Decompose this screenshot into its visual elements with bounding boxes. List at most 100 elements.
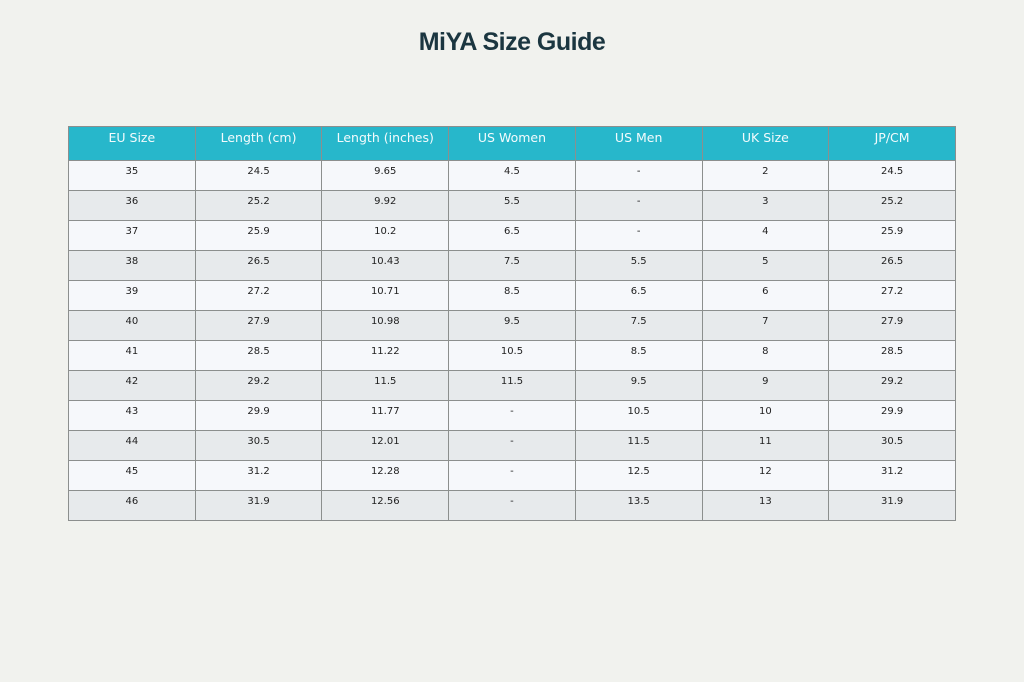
table-cell-us-men: 7.5 <box>574 310 703 341</box>
table-row: 41 28.5 11.22 10.5 8.5 8 28.5 <box>68 340 956 371</box>
table-cell-eu-size: 39 <box>68 280 196 311</box>
table-cell-length-inches: 9.65 <box>321 160 450 191</box>
table-cell-uk-size: 8 <box>701 340 830 371</box>
table-cell-eu-size: 38 <box>68 250 196 281</box>
table-cell-length-inches: 12.56 <box>321 490 450 521</box>
table-cell-length-cm: 31.2 <box>194 460 323 491</box>
table-cell-length-cm: 27.2 <box>194 280 323 311</box>
table-cell-uk-size: 4 <box>701 220 830 251</box>
table-cell-us-women: - <box>448 490 576 521</box>
table-cell-us-women: 11.5 <box>448 370 576 401</box>
table-row: 36 25.2 9.92 5.5-3 25.2 <box>68 190 956 221</box>
table-cell-us-men: - <box>574 220 703 251</box>
table-cell-us-men: 5.5 <box>574 250 703 281</box>
table-cell-us-women: 9.5 <box>448 310 576 341</box>
size-guide-table: EU Size Length (cm) Length (inches) US W… <box>68 126 956 521</box>
table-cell-uk-size: 5 <box>701 250 830 281</box>
table-cell-jp-cm: 24.5 <box>828 160 956 191</box>
table-cell-uk-size: 9 <box>701 370 830 401</box>
table-cell-us-women: - <box>448 460 576 491</box>
table-cell-uk-size: 13 <box>701 490 830 521</box>
column-header-length-inches: Length (inches) <box>321 126 450 161</box>
table-cell-length-inches: 11.22 <box>321 340 450 371</box>
table-cell-uk-size: 6 <box>701 280 830 311</box>
table-cell-jp-cm: 25.2 <box>828 190 956 221</box>
table-cell-us-men: 11.5 <box>574 430 703 461</box>
table-cell-length-cm: 24.5 <box>194 160 323 191</box>
table-row: 40 27.9 10.98 9.5 7.5 7 27.9 <box>68 310 956 341</box>
table-cell-jp-cm: 27.9 <box>828 310 956 341</box>
table-cell-eu-size: 43 <box>68 400 196 431</box>
table-cell-jp-cm: 25.9 <box>828 220 956 251</box>
table-cell-eu-size: 40 <box>68 310 196 341</box>
table-cell-jp-cm: 26.5 <box>828 250 956 281</box>
table-cell-length-inches: 12.28 <box>321 460 450 491</box>
column-header-length-cm: Length (cm) <box>194 126 323 161</box>
table-cell-length-cm: 31.9 <box>194 490 323 521</box>
column-header-us-men: US Men <box>574 126 703 161</box>
table-cell-jp-cm: 28.5 <box>828 340 956 371</box>
table-row: 44 30.5 12.01-11.5 11 30.5 <box>68 430 956 461</box>
table-cell-length-cm: 26.5 <box>194 250 323 281</box>
table-row: 39 27.2 10.71 8.5 6.5 6 27.2 <box>68 280 956 311</box>
table-cell-us-women: - <box>448 400 576 431</box>
table-cell-uk-size: 3 <box>701 190 830 221</box>
column-header-jp-cm: JP/CM <box>828 126 956 161</box>
column-header-eu-size: EU Size <box>68 126 196 161</box>
table-cell-uk-size: 2 <box>701 160 830 191</box>
table-cell-us-women: - <box>448 430 576 461</box>
table-cell-length-inches: 9.92 <box>321 190 450 221</box>
table-cell-length-inches: 10.2 <box>321 220 450 251</box>
table-cell-us-women: 7.5 <box>448 250 576 281</box>
table-cell-length-cm: 25.2 <box>194 190 323 221</box>
table-cell-uk-size: 12 <box>701 460 830 491</box>
page-title: MiYA Size Guide <box>418 28 606 56</box>
table-cell-uk-size: 11 <box>701 430 830 461</box>
table-cell-length-cm: 28.5 <box>194 340 323 371</box>
table-cell-us-men: - <box>574 160 703 191</box>
table-cell-us-men: 8.5 <box>574 340 703 371</box>
table-row: 42 29.2 11.5 11.5 9.5 9 29.2 <box>68 370 956 401</box>
table-cell-uk-size: 10 <box>701 400 830 431</box>
table-cell-us-men: 13.5 <box>574 490 703 521</box>
table-cell-jp-cm: 29.9 <box>828 400 956 431</box>
table-cell-length-inches: 10.98 <box>321 310 450 341</box>
table-cell-eu-size: 44 <box>68 430 196 461</box>
table-cell-eu-size: 36 <box>68 190 196 221</box>
table-cell-jp-cm: 31.9 <box>828 490 956 521</box>
table-cell-length-inches: 11.77 <box>321 400 450 431</box>
column-header-uk-size: UK Size <box>701 126 830 161</box>
table-cell-us-women: 6.5 <box>448 220 576 251</box>
table-row: 45 31.2 12.28-12.5 12 31.2 <box>68 460 956 491</box>
table-cell-us-men: 12.5 <box>574 460 703 491</box>
table-cell-jp-cm: 29.2 <box>828 370 956 401</box>
table-row: 43 29.9 11.77-10.5 10 29.9 <box>68 400 956 431</box>
table-cell-us-men: 9.5 <box>574 370 703 401</box>
table-cell-us-women: 10.5 <box>448 340 576 371</box>
table-cell-us-men: 10.5 <box>574 400 703 431</box>
table-cell-length-cm: 29.9 <box>194 400 323 431</box>
table-cell-length-cm: 25.9 <box>194 220 323 251</box>
table-body: 35 24.5 9.65 4.5-2 24.5 36 25.2 9.92 5.5-3 25.2 37… <box>68 160 956 521</box>
table-cell-eu-size: 42 <box>68 370 196 401</box>
table-cell-eu-size: 46 <box>68 490 196 521</box>
table-cell-eu-size: 41 <box>68 340 196 371</box>
table-cell-us-women: 4.5 <box>448 160 576 191</box>
table-cell-eu-size: 37 <box>68 220 196 251</box>
table-cell-length-cm: 29.2 <box>194 370 323 401</box>
table-cell-uk-size: 7 <box>701 310 830 341</box>
table-cell-us-men: 6.5 <box>574 280 703 311</box>
table-cell-jp-cm: 31.2 <box>828 460 956 491</box>
table-cell-length-cm: 27.9 <box>194 310 323 341</box>
table-cell-us-women: 8.5 <box>448 280 576 311</box>
table-cell-us-men: - <box>574 190 703 221</box>
table-row: 46 31.9 12.56-13.5 13 31.9 <box>68 490 956 521</box>
table-cell-jp-cm: 30.5 <box>828 430 956 461</box>
table-cell-eu-size: 45 <box>68 460 196 491</box>
table-cell-length-inches: 11.5 <box>321 370 450 401</box>
table-cell-length-inches: 10.43 <box>321 250 450 281</box>
table-cell-us-women: 5.5 <box>448 190 576 221</box>
header-row: EU Size Length (cm) Length (inches) US W… <box>68 126 956 161</box>
table-row: 38 26.5 10.43 7.5 5.5 5 26.5 <box>68 250 956 281</box>
table-cell-length-inches: 10.71 <box>321 280 450 311</box>
